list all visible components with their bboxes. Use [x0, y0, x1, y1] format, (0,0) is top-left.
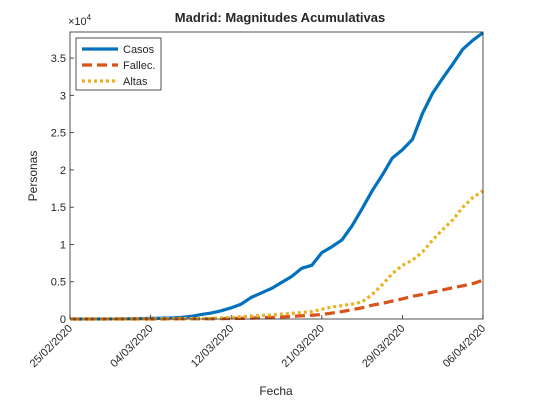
y-tick-label: 2	[60, 165, 66, 177]
y-tick-label: 0	[60, 314, 66, 326]
y-tick-label: 0.5	[51, 277, 66, 289]
y-exponent-label: ×104	[68, 13, 92, 28]
legend-label: Fallec.	[123, 60, 155, 72]
chart-title: Madrid: Magnitudes Acumulativas	[175, 10, 385, 25]
y-tick-label: 3.5	[51, 53, 66, 65]
y-tick-label: 3	[60, 90, 66, 102]
axes-box	[69, 31, 484, 320]
series-line-1	[70, 278, 484, 321]
series-line-2	[70, 189, 484, 321]
y-tick-label: 1.5	[51, 202, 66, 214]
x-axis-label: Fecha	[259, 384, 293, 398]
y-axis-label: Personas	[26, 151, 40, 202]
legend: Casos Fallec. Altas	[75, 37, 162, 91]
y-tick-label: 1	[60, 239, 66, 251]
legend-label: Casos	[123, 44, 155, 56]
legend-label: Altas	[123, 76, 148, 88]
y-tick-label: 2.5	[51, 128, 66, 140]
